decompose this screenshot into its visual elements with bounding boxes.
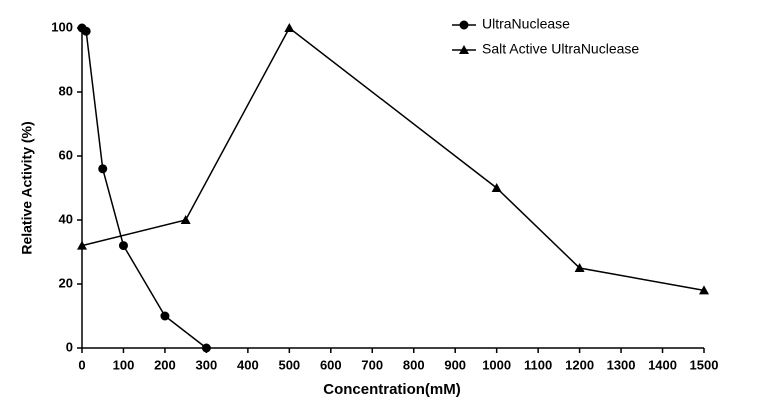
y-tick-label: 100 [51,19,73,34]
marker [284,23,295,32]
marker [574,263,585,272]
series-line [81,26,705,292]
legend-marker [459,20,469,30]
x-tick-label: 1100 [524,357,552,372]
x-tick-label: 600 [320,357,342,372]
y-tick-label: 40 [59,211,73,226]
marker [491,183,502,192]
marker [201,343,211,353]
x-tick-label: 900 [444,357,466,372]
marker [77,240,87,250]
marker [98,164,108,174]
x-tick-label: 100 [113,357,135,372]
y-tick-label: 20 [59,275,73,290]
marker [180,215,191,224]
legend-label: UltraNuclease [482,16,570,32]
x-axis-label: Concentration(mM) [323,381,461,398]
x-tick-label: 800 [403,357,425,372]
marker [81,26,91,36]
x-tick-label: 0 [78,357,85,372]
marker [699,285,709,295]
legend-marker [459,45,469,54]
x-tick-label: 1400 [648,357,677,372]
x-tick-label: 700 [361,357,383,372]
y-tick-label: 60 [59,147,73,162]
y-tick-label: 0 [66,339,73,354]
series-line [81,27,207,349]
marker [160,311,170,321]
x-tick-label: 500 [278,357,300,372]
x-tick-label: 200 [154,357,176,372]
x-tick-label: 1500 [690,357,719,372]
y-tick-label: 80 [59,83,73,98]
x-tick-label: 1000 [482,357,511,372]
x-tick-label: 1300 [607,357,636,372]
y-axis-label: Relative Activity (%) [19,121,35,254]
marker [118,241,128,251]
legend-label: Salt Active UltraNuclease [482,41,639,57]
x-tick-label: 1200 [565,357,594,372]
x-tick-label: 300 [196,357,218,372]
x-tick-label: 400 [237,357,259,372]
